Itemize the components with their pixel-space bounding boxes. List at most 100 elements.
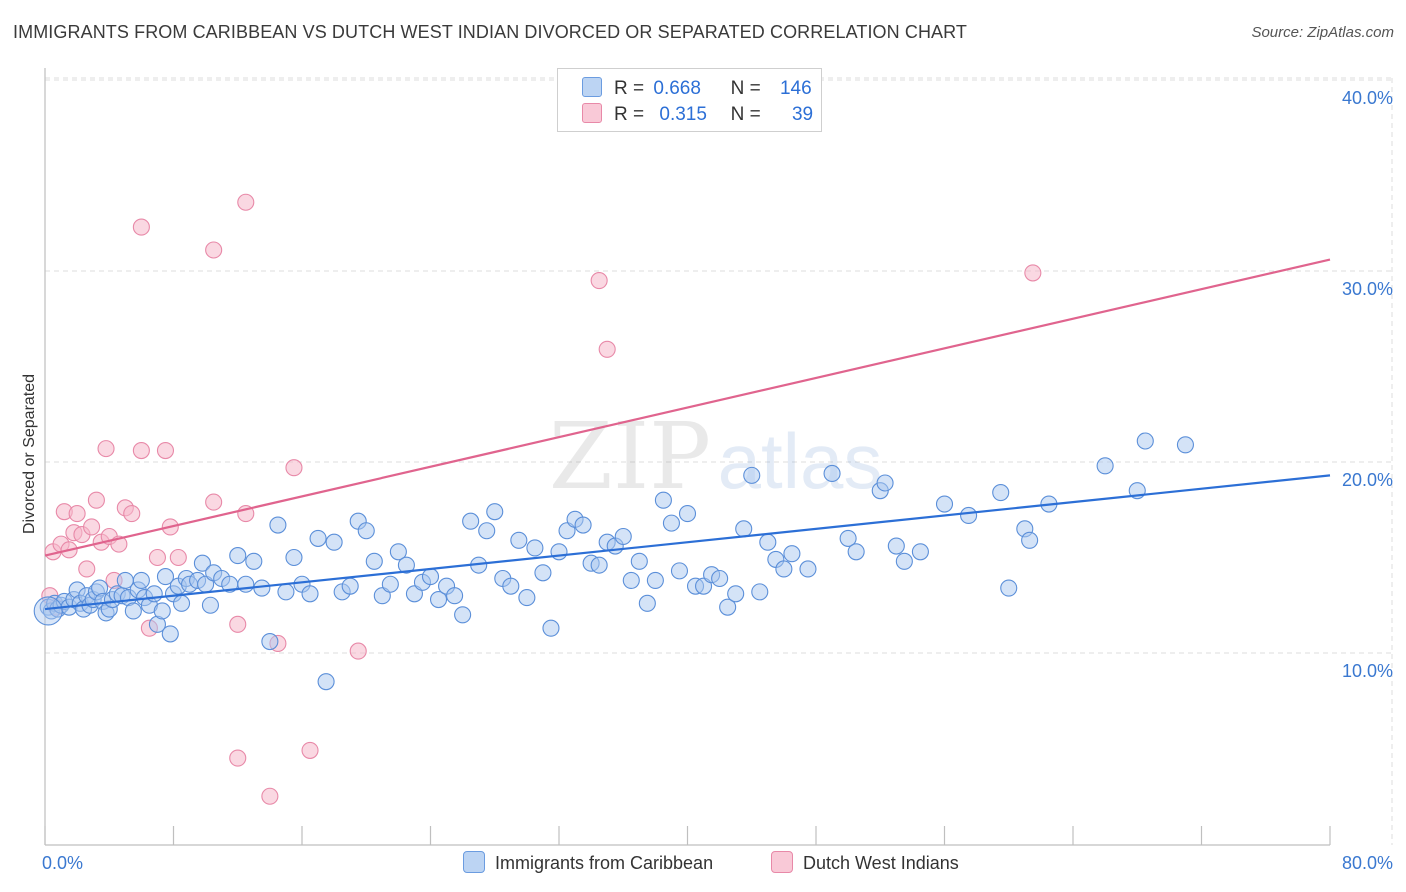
gridlines [45, 77, 1393, 845]
legend-r-label: R = [614, 78, 645, 99]
data-point-caribbean [397, 556, 415, 574]
data-point-dutch [349, 642, 367, 660]
tick-labels: 10.0% 20.0% 30.0% 40.0% 0.0% 80.0% [42, 88, 1393, 873]
data-point-caribbean [678, 505, 697, 523]
data-point-caribbean [992, 484, 1010, 502]
legend-item-caribbean: Immigrants from Caribbean [463, 851, 713, 874]
legend-swatch-pink [771, 851, 793, 873]
data-point-caribbean [630, 552, 648, 570]
data-point-caribbean [1000, 579, 1018, 597]
data-point-dutch [83, 518, 101, 536]
axes [44, 68, 1331, 846]
data-point-caribbean [156, 568, 175, 586]
data-point-caribbean [454, 606, 472, 624]
data-point-caribbean [799, 560, 817, 578]
data-point-caribbean [783, 545, 801, 563]
data-point-dutch [229, 615, 247, 633]
data-point-caribbean [510, 531, 528, 549]
legend-n-label: N = [730, 78, 761, 99]
watermark: ZIP atlas [549, 403, 882, 510]
data-point-caribbean [735, 520, 753, 538]
y-tick-label: 30.0% [1342, 279, 1393, 299]
data-point-caribbean [389, 543, 407, 561]
legend-r-value: 0.668 [653, 78, 701, 99]
data-point-caribbean [201, 596, 219, 614]
data-point-caribbean [670, 562, 689, 580]
legend-item-dutch: Dutch West Indians [771, 851, 959, 874]
legend-label-caribbean: Immigrants from Caribbean [495, 853, 714, 873]
data-point-dutch [132, 218, 150, 236]
data-point-caribbean [161, 625, 179, 643]
data-point-caribbean [759, 533, 777, 551]
data-point-dutch [148, 548, 166, 567]
trend-line-caribbean [44, 474, 1331, 611]
data-point-caribbean [887, 537, 905, 555]
data-point-caribbean [622, 571, 640, 589]
data-point-caribbean [381, 575, 399, 593]
data-point-dutch [68, 505, 86, 523]
data-point-caribbean [462, 512, 480, 530]
data-point-caribbean [229, 547, 247, 565]
data-point-caribbean [751, 583, 769, 601]
x-tick-label: 0.0% [42, 853, 83, 873]
data-point-caribbean [341, 577, 359, 595]
data-point-caribbean [960, 506, 978, 525]
data-point-caribbean [153, 602, 171, 620]
source-credit: Source: ZipAtlas.com [1251, 24, 1394, 41]
legend-swatch-blue [582, 77, 602, 97]
legend-row-dutch: R = 0.315 N = 39 [582, 103, 813, 127]
trend-line-dutch [44, 258, 1331, 557]
data-point-caribbean [847, 543, 865, 561]
data-point-caribbean [486, 503, 504, 521]
data-point-caribbean [654, 491, 672, 509]
y-tick-label: 40.0% [1342, 88, 1393, 108]
data-point-caribbean [478, 522, 496, 540]
data-point-caribbean [301, 585, 319, 603]
legend-row-caribbean: R = 0.668 N = 146 [582, 77, 812, 101]
data-point-dutch [229, 749, 247, 767]
legend-swatch-pink [582, 103, 602, 123]
data-point-caribbean [711, 569, 729, 588]
data-point-dutch [132, 441, 150, 460]
data-point-caribbean [446, 587, 464, 605]
trend-lines [44, 258, 1331, 611]
data-point-caribbean [638, 594, 656, 612]
data-point-caribbean [193, 554, 211, 572]
data-point-caribbean [1096, 457, 1114, 475]
data-point-caribbean [1176, 436, 1194, 454]
watermark-zip: ZIP [549, 403, 711, 510]
y-tick-label: 20.0% [1342, 470, 1393, 490]
series-dutch-west-indians [41, 193, 1042, 805]
data-point-caribbean [172, 594, 191, 612]
data-point-caribbean [534, 564, 552, 582]
data-point-dutch [1024, 264, 1042, 282]
data-point-dutch [205, 493, 223, 511]
data-point-dutch [97, 440, 115, 458]
data-point-dutch [205, 241, 223, 259]
data-point-caribbean [421, 568, 440, 586]
data-point-caribbean [1021, 531, 1039, 549]
data-point-caribbean [309, 529, 327, 547]
data-point-caribbean [646, 571, 664, 589]
legend-n-value: 146 [779, 78, 812, 99]
data-point-caribbean [357, 522, 375, 540]
data-point-caribbean [719, 598, 737, 616]
watermark-atlas: atlas [718, 417, 883, 505]
data-point-caribbean [285, 548, 303, 567]
data-point-dutch [123, 505, 141, 523]
data-point-caribbean [261, 632, 279, 651]
data-point-caribbean [33, 596, 63, 626]
data-point-dutch [237, 193, 255, 211]
data-point-caribbean [911, 543, 929, 561]
data-point-caribbean [245, 552, 263, 570]
data-point-caribbean [574, 516, 592, 534]
data-point-caribbean [839, 529, 857, 547]
data-point-caribbean [614, 527, 632, 546]
data-point-caribbean [823, 464, 841, 483]
data-point-caribbean [429, 590, 448, 609]
data-point-dutch [87, 491, 105, 509]
data-point-caribbean [365, 552, 383, 570]
x-tick-label: 80.0% [1342, 853, 1393, 873]
legend-n-label: N = [730, 104, 761, 125]
